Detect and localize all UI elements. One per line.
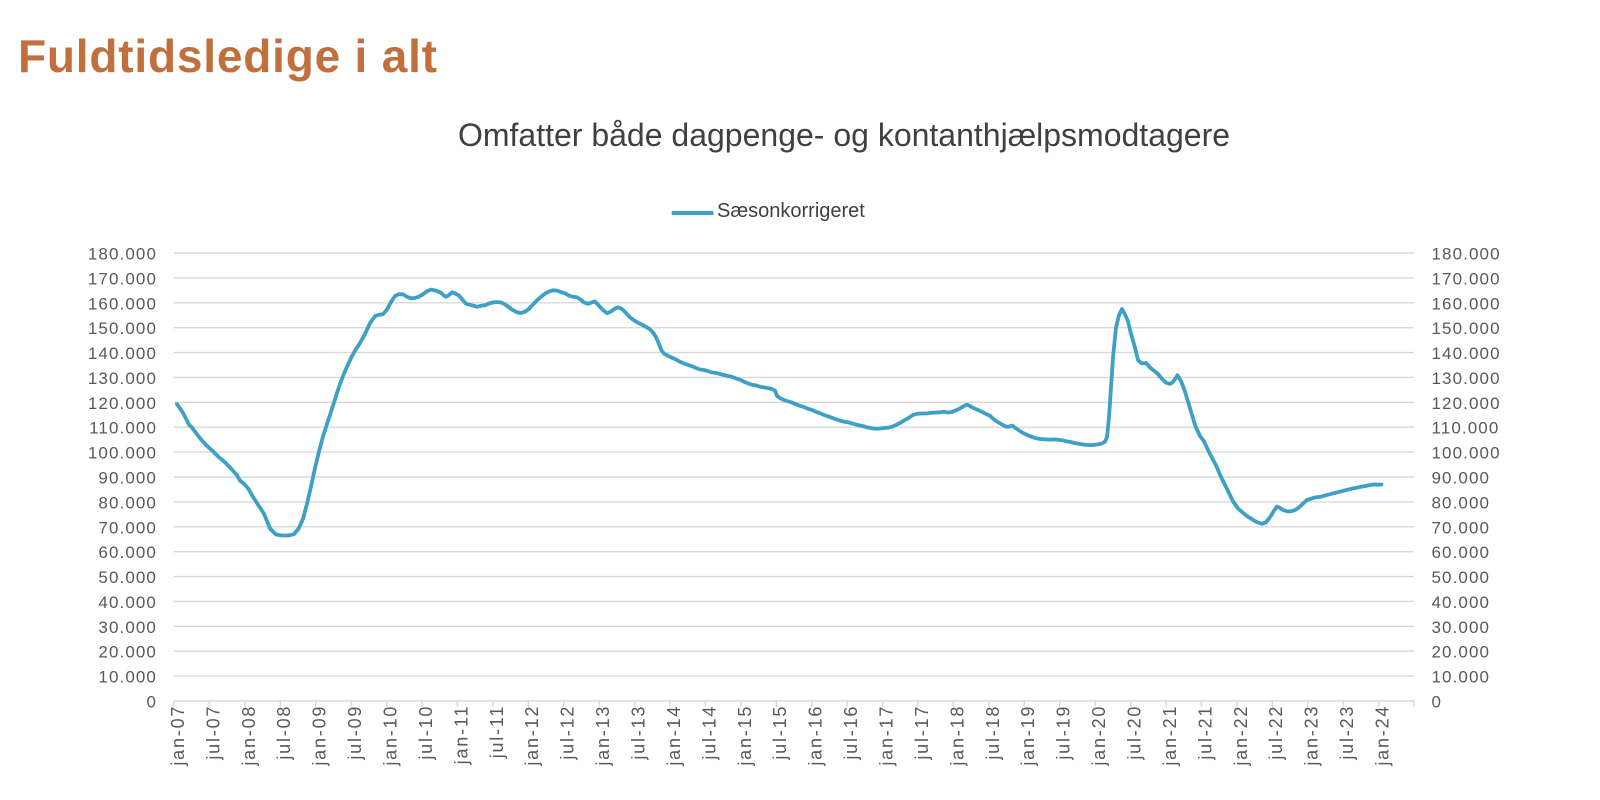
svg-text:jul-15: jul-15: [770, 705, 790, 761]
svg-text:80.000: 80.000: [1432, 493, 1491, 512]
svg-text:150.000: 150.000: [1432, 319, 1501, 338]
svg-text:20.000: 20.000: [1432, 643, 1491, 662]
svg-text:jul-13: jul-13: [629, 705, 649, 761]
svg-text:100.000: 100.000: [1432, 444, 1501, 463]
svg-text:90.000: 90.000: [1432, 469, 1491, 488]
svg-text:jul-07: jul-07: [203, 705, 223, 761]
svg-text:30.000: 30.000: [98, 618, 157, 637]
svg-text:40.000: 40.000: [98, 593, 157, 612]
svg-text:jul-18: jul-18: [983, 705, 1003, 761]
svg-text:180.000: 180.000: [88, 245, 157, 264]
svg-text:0: 0: [146, 693, 157, 712]
svg-text:jan-17: jan-17: [877, 705, 897, 767]
svg-text:jul-08: jul-08: [274, 705, 294, 761]
svg-text:Sæsonkorrigeret: Sæsonkorrigeret: [717, 200, 865, 222]
svg-text:jan-16: jan-16: [806, 705, 826, 767]
svg-text:jan-10: jan-10: [381, 705, 401, 767]
svg-text:jul-11: jul-11: [487, 705, 507, 760]
svg-text:jan-12: jan-12: [522, 705, 542, 767]
svg-text:jan-21: jan-21: [1160, 705, 1180, 767]
svg-text:jul-22: jul-22: [1266, 705, 1286, 761]
svg-text:jul-10: jul-10: [416, 705, 436, 761]
svg-text:Omfatter både dagpenge- og kon: Omfatter både dagpenge- og kontanthjælps…: [458, 117, 1230, 153]
svg-text:jan-07: jan-07: [168, 705, 188, 767]
svg-text:60.000: 60.000: [98, 543, 157, 562]
svg-text:jan-22: jan-22: [1231, 705, 1251, 767]
svg-text:jan-20: jan-20: [1089, 705, 1109, 767]
svg-text:130.000: 130.000: [88, 369, 157, 388]
svg-text:160.000: 160.000: [88, 294, 157, 313]
svg-text:10.000: 10.000: [98, 668, 157, 687]
svg-text:jan-11: jan-11: [451, 705, 471, 766]
svg-text:170.000: 170.000: [88, 269, 157, 288]
svg-text:10.000: 10.000: [1432, 668, 1491, 687]
svg-text:70.000: 70.000: [98, 518, 157, 537]
svg-text:110.000: 110.000: [1432, 419, 1500, 438]
svg-text:30.000: 30.000: [1432, 618, 1491, 637]
svg-text:110.000: 110.000: [89, 419, 157, 438]
svg-text:150.000: 150.000: [88, 319, 157, 338]
svg-text:Fuldtidsledige i alt: Fuldtidsledige i alt: [18, 30, 438, 82]
svg-text:140.000: 140.000: [88, 344, 157, 363]
svg-text:50.000: 50.000: [98, 568, 157, 587]
svg-text:jan-23: jan-23: [1302, 705, 1322, 767]
svg-text:jul-23: jul-23: [1337, 705, 1357, 761]
svg-text:jan-14: jan-14: [664, 705, 684, 767]
svg-text:130.000: 130.000: [1432, 369, 1501, 388]
svg-text:0: 0: [1432, 693, 1443, 712]
svg-text:120.000: 120.000: [88, 394, 157, 413]
svg-text:jan-08: jan-08: [239, 705, 259, 767]
svg-text:90.000: 90.000: [98, 469, 157, 488]
svg-text:jul-12: jul-12: [558, 705, 578, 761]
svg-text:80.000: 80.000: [98, 493, 157, 512]
svg-text:jan-24: jan-24: [1373, 705, 1393, 767]
svg-text:jan-18: jan-18: [947, 705, 967, 767]
svg-text:160.000: 160.000: [1432, 294, 1501, 313]
svg-text:100.000: 100.000: [88, 444, 157, 463]
svg-text:jul-14: jul-14: [699, 705, 719, 761]
svg-text:40.000: 40.000: [1432, 593, 1491, 612]
svg-text:jan-09: jan-09: [310, 705, 330, 767]
svg-text:180.000: 180.000: [1432, 245, 1501, 264]
svg-text:70.000: 70.000: [1432, 518, 1491, 537]
svg-text:jul-09: jul-09: [345, 705, 365, 761]
svg-text:jan-13: jan-13: [593, 705, 613, 767]
svg-text:jul-19: jul-19: [1054, 705, 1074, 761]
svg-text:jul-20: jul-20: [1125, 705, 1145, 761]
svg-text:jul-17: jul-17: [912, 705, 932, 761]
svg-text:140.000: 140.000: [1432, 344, 1501, 363]
svg-text:jan-15: jan-15: [735, 705, 755, 767]
svg-text:60.000: 60.000: [1432, 543, 1491, 562]
svg-text:20.000: 20.000: [98, 643, 157, 662]
svg-text:120.000: 120.000: [1432, 394, 1501, 413]
svg-text:50.000: 50.000: [1432, 568, 1491, 587]
svg-text:170.000: 170.000: [1432, 269, 1501, 288]
svg-text:jul-21: jul-21: [1195, 705, 1215, 761]
svg-text:jul-16: jul-16: [841, 705, 861, 761]
svg-text:jan-19: jan-19: [1018, 705, 1038, 767]
